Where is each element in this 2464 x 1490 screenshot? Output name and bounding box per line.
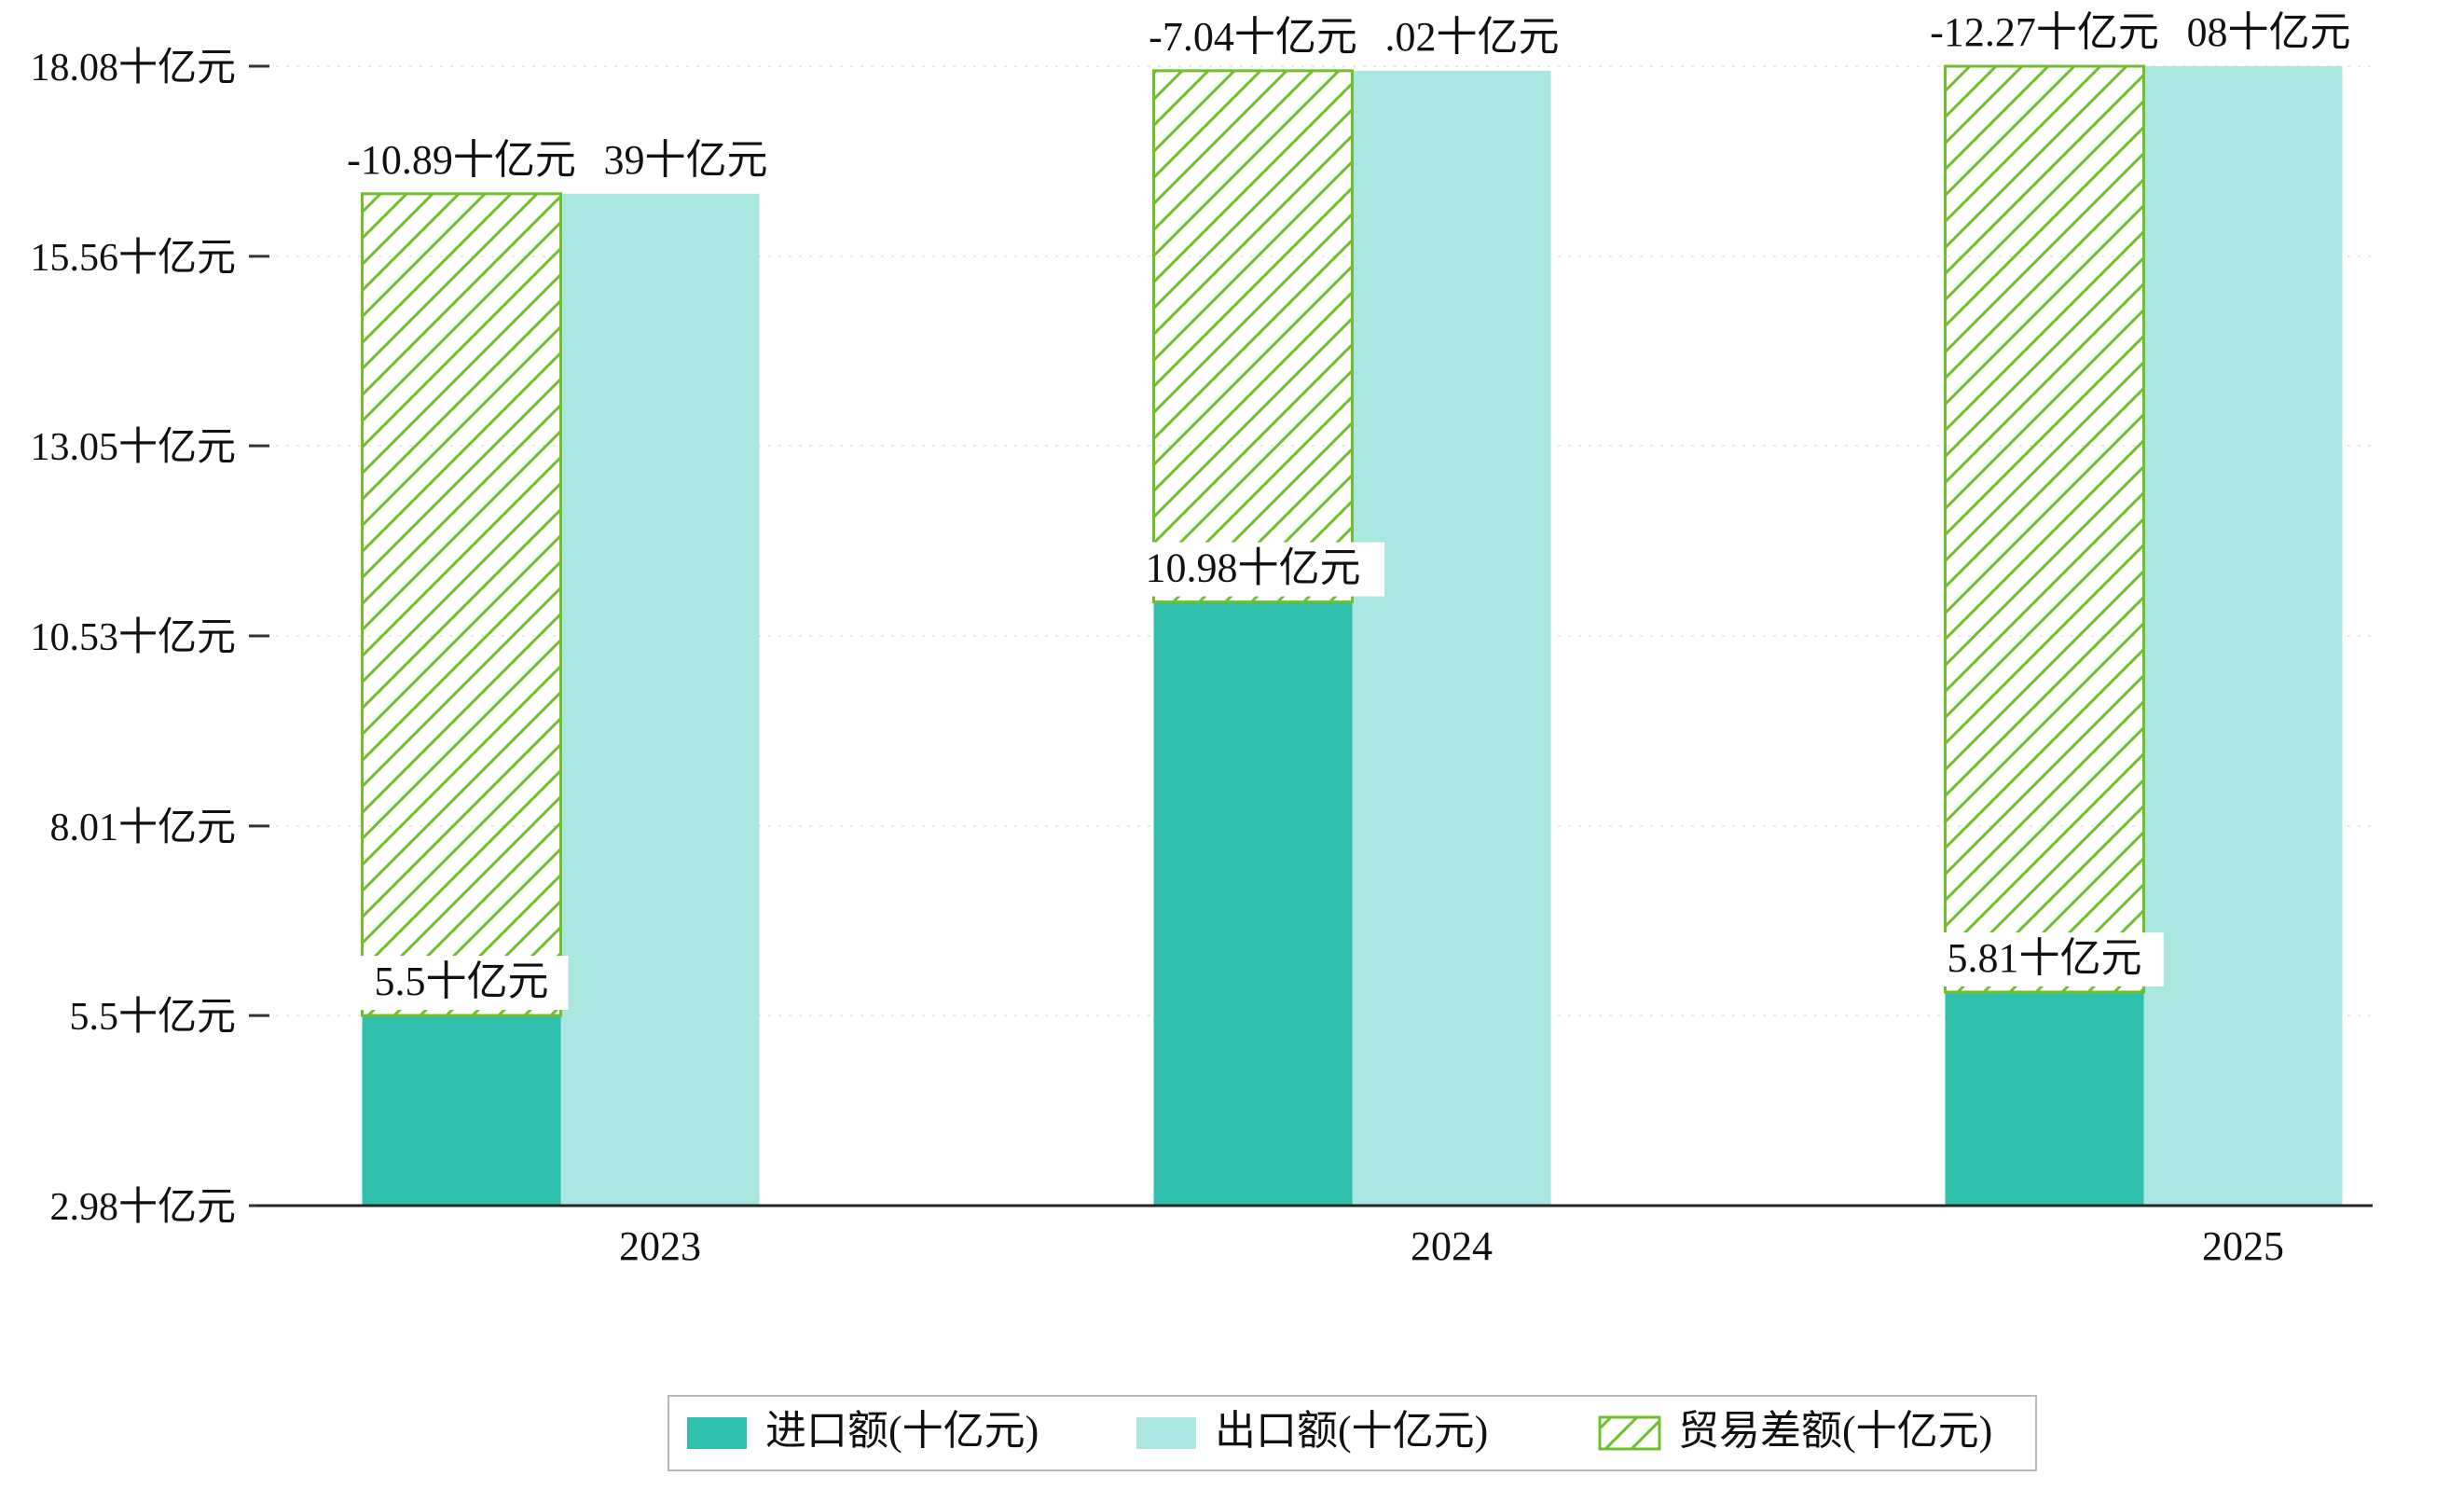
- legend-swatch: [687, 1417, 747, 1449]
- y-tick-label: 10.53十亿元: [30, 616, 236, 659]
- trade-balance-bar: [1944, 64, 2145, 994]
- import-value-label: 10.98十亿元: [1146, 545, 1361, 591]
- trade-balance-value-label-box: [317, 133, 606, 188]
- legend-label: 贸易差额(十亿元): [1678, 1408, 1992, 1454]
- y-tick-label: 13.05十亿元: [30, 426, 236, 469]
- legend-item: 出口额(十亿元): [1136, 1408, 1488, 1454]
- import-bar: [1945, 991, 2144, 1206]
- trade-balance-value-label-box: [1122, 10, 1384, 65]
- legend-swatch: [1136, 1417, 1196, 1449]
- export-bar: [1352, 70, 1551, 1207]
- trade-balance-bar: [1152, 69, 1354, 604]
- trade-balance-value-label-box: [1900, 7, 2189, 61]
- import-bar: [362, 1015, 561, 1206]
- import-value-label-box: [1925, 931, 2164, 986]
- y-tick-label: 2.98十亿元: [49, 1186, 236, 1229]
- export-bar: [2143, 66, 2343, 1206]
- legend-item: 贸易差额(十亿元): [1598, 1408, 1992, 1454]
- trade-balance-value-label: -12.27十亿元: [1930, 9, 2159, 55]
- trade-balance-bar: [361, 192, 562, 1017]
- legend-swatch-hatched: [1598, 1415, 1661, 1451]
- import-bar: [1153, 601, 1353, 1206]
- x-tick-label: 2025: [2202, 1223, 2284, 1269]
- x-tick-label: 2024: [1411, 1223, 1493, 1269]
- export-bar: [560, 193, 760, 1207]
- legend-item: 进口额(十亿元): [687, 1408, 1039, 1454]
- trade-balance-value-label: -7.04十亿元: [1149, 14, 1357, 60]
- import-value-label: 5.5十亿元: [375, 959, 549, 1004]
- y-tick-label: 5.5十亿元: [69, 996, 236, 1039]
- import-value-label-box: [354, 956, 569, 1011]
- y-tick-label: 15.56十亿元: [30, 237, 236, 280]
- y-tick-label: 18.08十亿元: [30, 47, 236, 90]
- import-value-label: 5.81十亿元: [1948, 935, 2142, 981]
- import-value-label-box: [1122, 542, 1384, 597]
- legend-box: [668, 1395, 2037, 1471]
- x-tick-label: 2023: [619, 1223, 701, 1269]
- y-tick-label: 8.01十亿元: [49, 807, 236, 849]
- legend-label: 出口额(十亿元): [1215, 1408, 1488, 1454]
- legend-label: 进口额(十亿元): [765, 1408, 1039, 1454]
- trade-balance-value-label: -10.89十亿元: [347, 137, 576, 183]
